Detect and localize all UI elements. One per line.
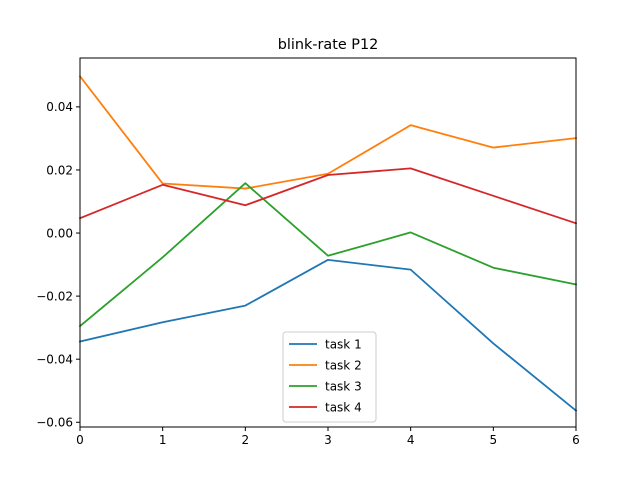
y-tick-label: −0.02 bbox=[36, 289, 73, 303]
y-tick-label: 0.02 bbox=[46, 163, 73, 177]
series-line-task-1 bbox=[78, 258, 578, 412]
x-tick-label: 3 bbox=[324, 433, 332, 447]
legend-box bbox=[282, 331, 377, 423]
legend-label-task-3: task 3 bbox=[325, 379, 362, 393]
series-layer bbox=[78, 75, 578, 412]
chart-title: blink-rate P12 bbox=[278, 37, 379, 53]
x-axis: 0 1 2 3 4 5 6 bbox=[76, 427, 580, 447]
y-axis: −0.06 −0.04 −0.02 0.00 0.02 0.04 bbox=[36, 100, 80, 430]
legend-label-task-2: task 2 bbox=[325, 358, 362, 372]
x-tick-label: 0 bbox=[76, 433, 84, 447]
x-tick-label: 2 bbox=[242, 433, 250, 447]
series-line-task-3 bbox=[78, 182, 578, 328]
series-line-task-2 bbox=[78, 75, 577, 190]
x-tick-label: 6 bbox=[572, 433, 580, 447]
x-tick-label: 5 bbox=[490, 433, 498, 447]
legend: task 1 task 2 task 3 task 4 bbox=[282, 331, 377, 423]
legend-label-task-1: task 1 bbox=[325, 337, 362, 351]
x-tick-label: 4 bbox=[407, 433, 415, 447]
y-tick-label: 0.00 bbox=[46, 226, 73, 240]
y-tick-label: 0.04 bbox=[46, 100, 73, 114]
x-tick-label: 1 bbox=[159, 433, 167, 447]
y-tick-label: −0.04 bbox=[36, 352, 73, 366]
y-tick-label: −0.06 bbox=[36, 416, 73, 430]
series-line-task-4 bbox=[78, 167, 578, 225]
legend-label-task-4: task 4 bbox=[325, 400, 362, 414]
